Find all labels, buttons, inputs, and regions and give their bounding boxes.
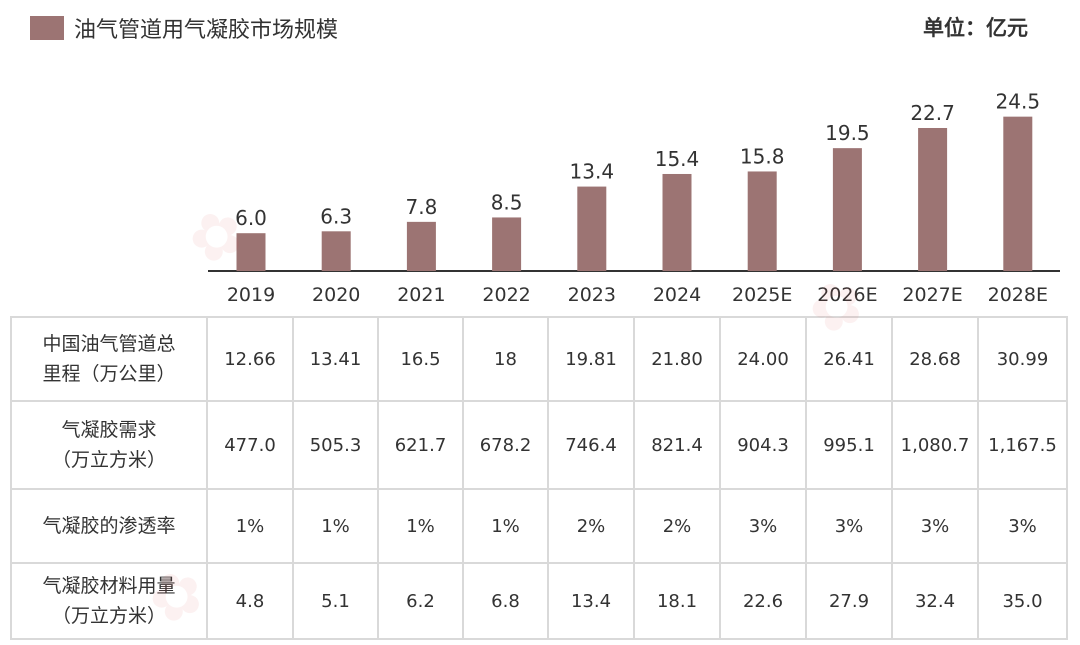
row-header-line: 中国油气管道总 [42, 333, 176, 355]
unit-label: 单位：亿元 [923, 16, 1028, 40]
row-header-line: 气凝胶材料用量 [42, 575, 176, 597]
row-header: 气凝胶的渗透率 [10, 488, 208, 564]
table-row: 气凝胶的渗透率 1% 1% 1% 1% 2% 2% 3% 3% 3% 3% [10, 488, 1068, 564]
bar-2021 [406, 221, 436, 271]
row-header-line: （万立方米） [51, 605, 166, 627]
x-tick-label-2025E: 2025E [732, 284, 792, 306]
table-cell: 18.1 [633, 562, 721, 640]
legend: 油气管道用气凝胶市场规模 [30, 12, 338, 44]
x-tick-label-2027E: 2027E [902, 284, 962, 306]
row-header: 气凝胶需求 （万立方米） [10, 400, 208, 490]
table-row: 中国油气管道总 里程（万公里） 12.66 13.41 16.5 18 19.81 21.80… [10, 316, 1068, 402]
x-tick-label-2023: 2023 [568, 284, 616, 306]
table-cell: 6.2 [377, 562, 464, 640]
table-cell: 2% [633, 488, 721, 564]
table-cell: 3% [719, 488, 807, 564]
x-tick-label-2022: 2022 [482, 284, 530, 306]
table-cell: 995.1 [805, 400, 893, 490]
x-tick-label-2024: 2024 [653, 284, 701, 306]
row-header: 中国油气管道总 里程（万公里） [10, 316, 208, 402]
bar-2023 [577, 186, 607, 271]
data-label-2022: 8.5 [491, 190, 523, 214]
data-label-2020: 6.3 [320, 204, 352, 228]
table-cell: 21.80 [633, 316, 721, 402]
table-cell: 26.41 [805, 316, 893, 402]
table-cell: 22.6 [719, 562, 807, 640]
data-label-2023: 13.4 [570, 160, 615, 184]
table-cell: 1,080.7 [891, 400, 979, 490]
x-tick-label-2028E: 2028E [988, 284, 1048, 306]
table-cell: 3% [891, 488, 979, 564]
data-label-2024: 15.4 [655, 147, 700, 171]
table-cell: 505.3 [292, 400, 379, 490]
table-cell: 13.4 [547, 562, 635, 640]
bar-2026E [832, 148, 862, 271]
data-label-2025E: 15.8 [740, 144, 785, 168]
bar-2025E [747, 171, 777, 271]
table-cell: 746.4 [547, 400, 635, 490]
table-cell: 904.3 [719, 400, 807, 490]
bar-2028E [1003, 116, 1033, 272]
x-tick-label-2026E: 2026E [817, 284, 877, 306]
table-cell: 1% [292, 488, 379, 564]
table-cell: 2% [547, 488, 635, 564]
data-label-2019: 6.0 [235, 206, 267, 230]
table-cell: 678.2 [462, 400, 549, 490]
table-cell: 4.8 [206, 562, 294, 640]
table-cell: 16.5 [377, 316, 464, 402]
legend-label: 油气管道用气凝胶市场规模 [74, 18, 339, 43]
data-label-2021: 7.8 [405, 195, 437, 219]
table-cell: 19.81 [547, 316, 635, 402]
table-cell: 30.99 [977, 316, 1068, 402]
table-cell: 32.4 [891, 562, 979, 640]
table-cell: 13.41 [292, 316, 379, 402]
table-row: 气凝胶需求 （万立方米） 477.0 505.3 621.7 678.2 746.4 821.… [10, 400, 1068, 490]
table-cell: 35.0 [977, 562, 1068, 640]
row-header-line: （万立方米） [51, 449, 166, 471]
table-cell: 821.4 [633, 400, 721, 490]
table-row: 气凝胶材料用量 （万立方米） 4.8 5.1 6.2 6.8 13.4 18.1 22.6 27.… [10, 562, 1068, 640]
data-table: 中国油气管道总 里程（万公里） 12.66 13.41 16.5 18 19.81 21.80… [10, 316, 1068, 640]
data-label-2026E: 19.5 [825, 121, 870, 145]
table-cell: 6.8 [462, 562, 549, 640]
x-tick-label-2020: 2020 [312, 284, 360, 306]
table-cell: 24.00 [719, 316, 807, 402]
table-cell: 1% [462, 488, 549, 564]
table-cell: 1% [206, 488, 294, 564]
table-cell: 18 [462, 316, 549, 402]
table-cell: 1,167.5 [977, 400, 1068, 490]
table-cell: 477.0 [206, 400, 294, 490]
bar-2020 [321, 231, 351, 271]
table-cell: 3% [977, 488, 1068, 564]
row-header-line: 气凝胶需求 [61, 419, 157, 441]
bar-2024 [662, 173, 692, 271]
bar-chart: 6.0 2019 6.3 2020 7.8 2021 8.5 2022 13.4 2023 15.4… [208, 90, 1060, 306]
table-cell: 5.1 [292, 562, 379, 640]
row-header: 气凝胶材料用量 （万立方米） [10, 562, 208, 640]
table-cell: 28.68 [891, 316, 979, 402]
bar-2022 [492, 217, 522, 271]
table-cell: 12.66 [206, 316, 294, 402]
bar-2027E [918, 127, 948, 272]
x-tick-label-2021: 2021 [397, 284, 445, 306]
row-header-line: 里程（万公里） [42, 363, 176, 385]
data-label-2027E: 22.7 [910, 101, 955, 125]
bar-2019 [236, 233, 266, 271]
row-header-line: 气凝胶的渗透率 [42, 515, 176, 537]
x-tick-label-2019: 2019 [227, 284, 275, 306]
table-cell: 1% [377, 488, 464, 564]
table-cell: 3% [805, 488, 893, 564]
table-cell: 621.7 [377, 400, 464, 490]
legend-swatch [30, 16, 64, 40]
data-label-2028E: 24.5 [996, 90, 1041, 114]
table-cell: 27.9 [805, 562, 893, 640]
